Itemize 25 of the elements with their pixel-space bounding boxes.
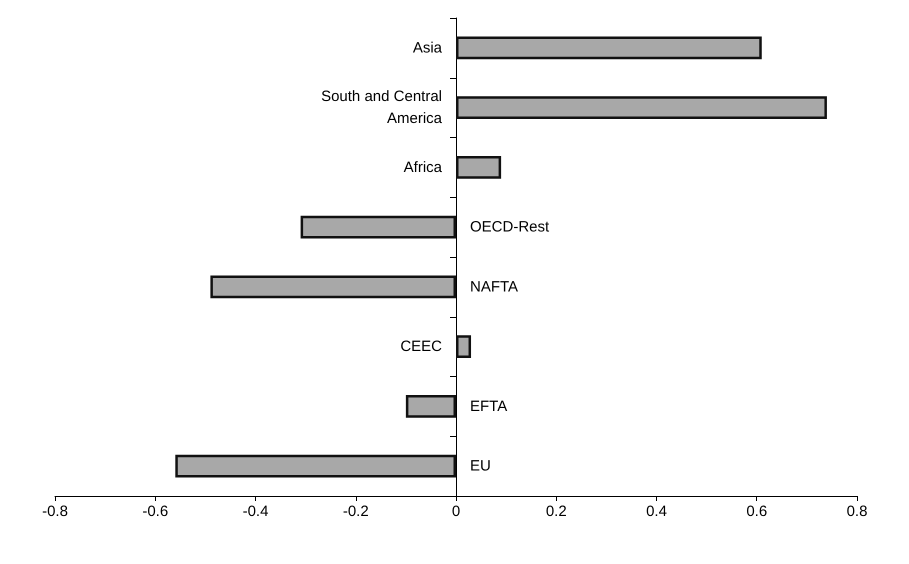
y-tick-label: Africa — [404, 158, 443, 176]
bar — [300, 216, 456, 238]
bar — [406, 395, 456, 418]
x-tick-label: -0.8 — [42, 503, 68, 520]
x-tick-label: 0.8 — [846, 503, 868, 520]
x-tick-label: 0.2 — [546, 503, 567, 520]
x-tick-label: -0.4 — [242, 503, 268, 520]
x-tick-label: 0.4 — [646, 503, 667, 520]
x-tick-label: 0.6 — [746, 503, 768, 520]
y-tick-label: EU — [470, 458, 491, 475]
y-tick-label: EFTA — [470, 398, 508, 415]
x-tick-label: 0 — [452, 503, 460, 520]
x-tick-label: -0.6 — [142, 503, 168, 520]
bar — [456, 96, 827, 119]
y-tick-label: OECD-Rest — [470, 218, 550, 236]
bar — [456, 36, 762, 60]
x-tick-label: -0.2 — [342, 503, 369, 520]
y-tick-label: NAFTA — [470, 278, 518, 296]
bar — [456, 335, 472, 358]
bar — [175, 454, 456, 478]
y-tick-label: CEEC — [400, 338, 442, 356]
y-tick-label: South and Central America — [321, 88, 443, 128]
bar — [210, 276, 456, 298]
bar — [456, 156, 502, 179]
y-tick-label: Asia — [412, 39, 443, 56]
